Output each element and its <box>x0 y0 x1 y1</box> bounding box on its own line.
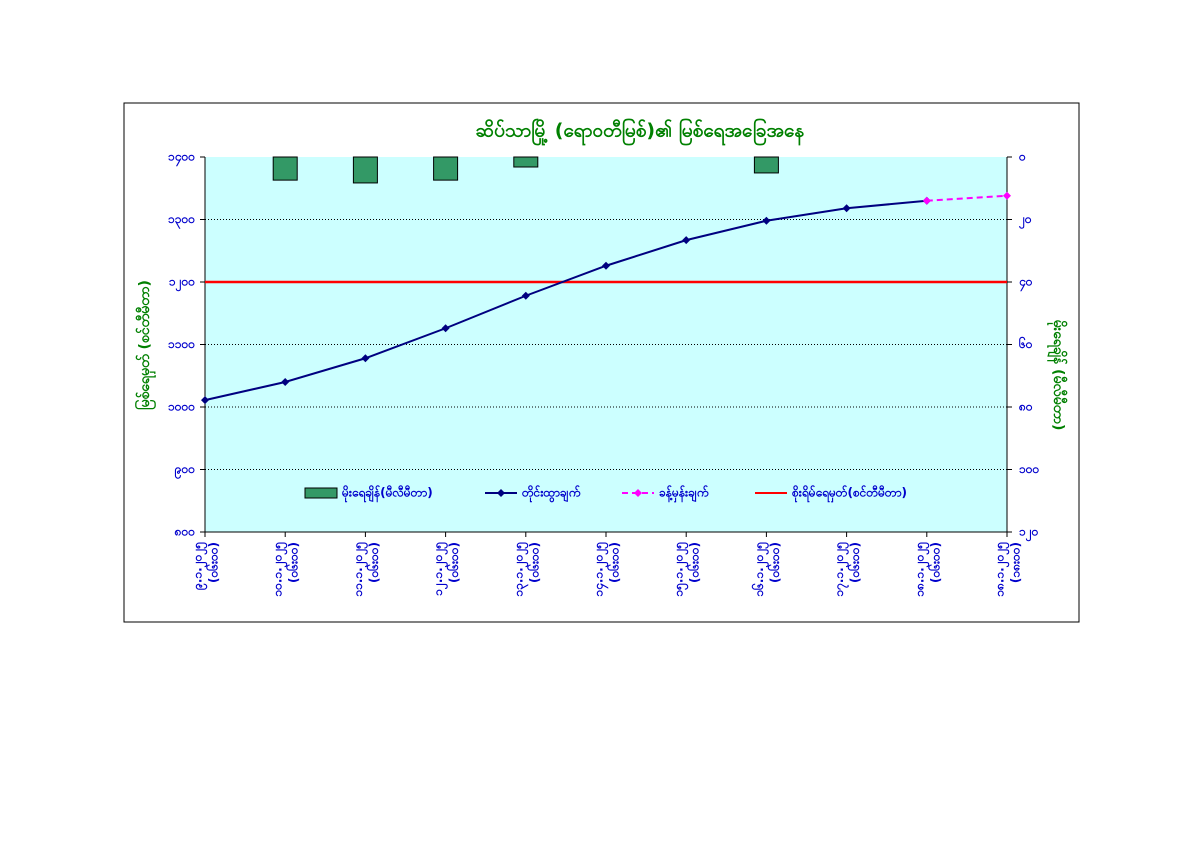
legend-marker <box>497 489 505 497</box>
y2-tick-label: ၀ <box>1018 150 1026 164</box>
x-tick-label: ၁၇.၁.၂၀၂၅ <box>832 542 850 597</box>
plot-area <box>205 157 1007 532</box>
x-tick-label-time: (၀၆း၀၀) <box>525 542 541 583</box>
y2-axis-label: မိုးရေချိန် (မီလီမီတာ) <box>1047 320 1067 431</box>
x-tick-label-time: (၁၈း၀၀) <box>1009 542 1023 583</box>
y-tick-label: ၁၀၀၀ <box>168 400 195 414</box>
y-tick-label: ၁၄၀၀ <box>168 150 195 168</box>
line-marker <box>842 204 851 213</box>
line-marker <box>281 378 290 386</box>
x-tick-label-time: (၀၆း၀၀) <box>766 542 782 583</box>
line-marker <box>922 196 931 205</box>
rain-bar <box>352 156 378 184</box>
rain-bar <box>272 156 298 181</box>
line <box>204 199 927 402</box>
legend-label: စိုးရိမ်ရေမှတ်(စင်တီမီတာ) <box>791 484 907 504</box>
y2-tick-label: ၄၀ <box>1018 275 1033 293</box>
line-marker <box>441 324 450 333</box>
x-tick-label: ၁၆.၁.၂၀၂၅ <box>750 542 770 597</box>
y2-tick-label: ၈၀ <box>1018 400 1033 414</box>
rain-bar <box>513 156 539 168</box>
x-tick-label: ၁၀.၁.၂၀၂၅ <box>271 542 289 597</box>
legend-label: မိုးရေချိန်(မီလီမီတာ) <box>341 484 433 504</box>
line-marker <box>361 354 370 363</box>
y-tick-label: ၉၀၀ <box>174 462 196 480</box>
x-tick-label: ၁၁.၁.၂၀၂၅ <box>351 542 369 597</box>
line-marker <box>201 396 209 405</box>
x-tick-label-time: (၀၆း၀၀) <box>205 542 221 583</box>
x-tick-label-time: (၀၆း၀၀) <box>606 542 622 583</box>
x-tick-label: ၁၃.၁.၂၀၂၅ <box>511 542 529 597</box>
x-tick-label: ၁၅.၁.၂၀၂၅ <box>672 542 690 597</box>
x-tick-label-time: (၀၆း၀၀) <box>926 542 942 583</box>
x-tick-label: ၁၈.၁.၂၀၂၅ <box>993 542 1011 597</box>
line-marker <box>762 216 771 225</box>
y-tick-label: ၁၃၀၀ <box>168 212 195 230</box>
line <box>926 194 1008 202</box>
x-tick-label: ၁၄.၁.၂၀၂၅ <box>592 542 610 597</box>
legend-label: ခန့်မှန်းချက် <box>659 484 709 504</box>
legend-label: တိုင်းထွာချက် <box>521 484 581 504</box>
y2-tick-label: ၁၂၀ <box>1019 525 1039 543</box>
line-marker <box>682 236 691 245</box>
rain-bar <box>753 156 779 174</box>
y-tick-label: ၁၁၀၀ <box>168 337 195 351</box>
y-tick-label: ၈၀၀ <box>174 525 196 539</box>
line-marker <box>602 261 610 270</box>
line-marker <box>521 291 530 300</box>
x-tick-label: ၉.၁.၂၀၂၅ <box>191 542 209 591</box>
rain-bar <box>433 156 459 181</box>
y-axis-label: မြစ်ရေမှတ် (စင်တီမီတာ) <box>135 280 156 410</box>
x-tick-label-time: (၀၆း၀၀) <box>365 542 381 583</box>
x-tick-label-time: (၀၆း၀၀) <box>445 542 461 583</box>
y2-tick-label: ၆၀ <box>1018 335 1033 351</box>
line-marker <box>1003 191 1011 200</box>
x-tick-label: ၁၈.၁.၂၀၂၅ <box>912 542 930 597</box>
y2-tick-label: ၂၀ <box>1018 212 1032 230</box>
x-tick-label-time: (၀၆း၀၀) <box>686 542 702 583</box>
x-tick-label-time: (၀၆း၀၀) <box>846 542 862 583</box>
legend-marker <box>634 489 642 497</box>
x-tick-label-time: (၀၆း၀၀) <box>285 542 301 583</box>
x-tick-label: ၁၂.၁.၂၀၂၅ <box>431 542 449 596</box>
y2-tick-label: ၁၀၀ <box>1019 462 1040 476</box>
legend-swatch <box>304 487 338 499</box>
y-tick-label: ၁၂၀၀ <box>169 275 195 293</box>
